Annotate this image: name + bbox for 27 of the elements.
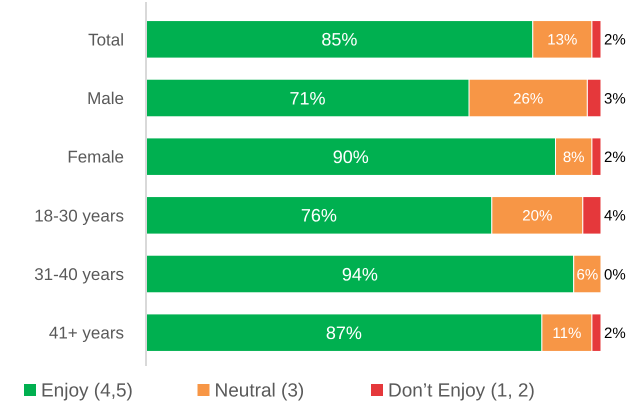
series-label: Enjoy (4,5) (41, 380, 133, 402)
data-label: 20% (522, 208, 552, 225)
legend-label: Neutral (3) (214, 380, 304, 402)
data-label: 85% (321, 30, 358, 50)
legend-label: Don’t Enjoy (1, 2) (388, 380, 535, 402)
data-label: 71% (290, 88, 326, 108)
data-label: 26% (513, 90, 544, 108)
data-label: 3% (604, 90, 626, 108)
data-label: 87% (326, 322, 362, 343)
y-tick-label: 41+ years (48, 324, 124, 343)
data-label: 11% (552, 324, 582, 342)
y-tick-label: 31-40 years (34, 264, 124, 284)
data-label: 0% (604, 266, 626, 284)
data-label: 94% (342, 264, 378, 284)
data-label: 4% (604, 208, 626, 225)
data-label: 6% (576, 266, 598, 284)
data-label: 8% (562, 148, 585, 166)
y-tick-label: Male (87, 88, 124, 108)
data-label: 13% (547, 32, 578, 49)
y-tick-label: 18-30 years (34, 206, 124, 226)
data-label: 2% (604, 324, 626, 342)
y-tick-label: Female (67, 148, 124, 167)
data-label: 2% (604, 148, 626, 166)
y-tick-label: Total (88, 30, 124, 50)
data-label: 90% (332, 146, 369, 167)
data-label: 76% (300, 206, 337, 226)
data-label: 2% (604, 32, 626, 49)
